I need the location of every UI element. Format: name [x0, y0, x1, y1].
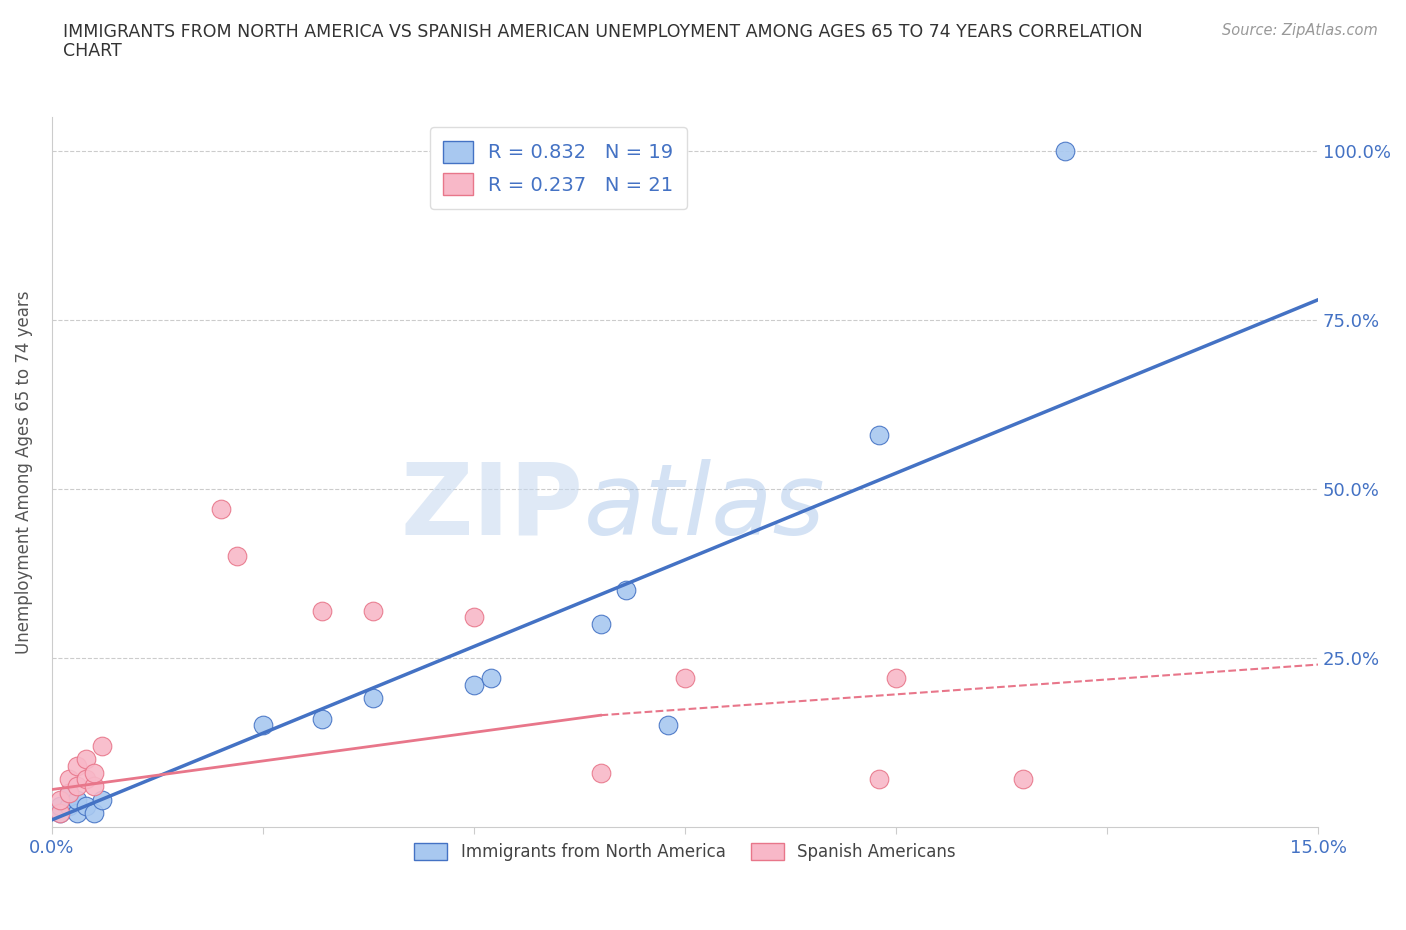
Point	[91, 738, 114, 753]
Point	[252, 718, 274, 733]
Point	[226, 549, 249, 564]
Text: CHART: CHART	[63, 42, 122, 60]
Text: IMMIGRANTS FROM NORTH AMERICA VS SPANISH AMERICAN UNEMPLOYMENT AMONG AGES 65 TO : IMMIGRANTS FROM NORTH AMERICA VS SPANISH…	[63, 23, 1143, 41]
Point	[83, 805, 105, 820]
Point	[868, 772, 890, 787]
Point	[75, 751, 97, 766]
Point	[868, 428, 890, 443]
Text: ZIP: ZIP	[401, 459, 583, 556]
Point	[58, 799, 80, 814]
Legend: Immigrants from North America, Spanish Americans: Immigrants from North America, Spanish A…	[408, 836, 963, 868]
Text: Source: ZipAtlas.com: Source: ZipAtlas.com	[1222, 23, 1378, 38]
Point	[589, 765, 612, 780]
Point	[1011, 772, 1033, 787]
Point	[49, 805, 72, 820]
Point	[657, 718, 679, 733]
Point	[66, 805, 89, 820]
Point	[49, 805, 72, 820]
Text: atlas: atlas	[583, 459, 825, 556]
Point	[479, 671, 502, 685]
Point	[75, 772, 97, 787]
Y-axis label: Unemployment Among Ages 65 to 74 years: Unemployment Among Ages 65 to 74 years	[15, 290, 32, 654]
Point	[58, 786, 80, 801]
Point	[49, 792, 72, 807]
Point	[49, 799, 72, 814]
Point	[463, 610, 485, 625]
Point	[361, 603, 384, 618]
Point	[311, 711, 333, 726]
Point	[884, 671, 907, 685]
Point	[614, 583, 637, 598]
Point	[83, 778, 105, 793]
Point	[361, 691, 384, 706]
Point	[1053, 143, 1076, 158]
Point	[83, 765, 105, 780]
Point	[66, 759, 89, 774]
Point	[589, 617, 612, 631]
Point	[66, 792, 89, 807]
Point	[58, 786, 80, 801]
Point	[66, 778, 89, 793]
Point	[209, 501, 232, 516]
Point	[58, 772, 80, 787]
Point	[311, 603, 333, 618]
Point	[75, 799, 97, 814]
Point	[91, 792, 114, 807]
Point	[463, 677, 485, 692]
Point	[673, 671, 696, 685]
